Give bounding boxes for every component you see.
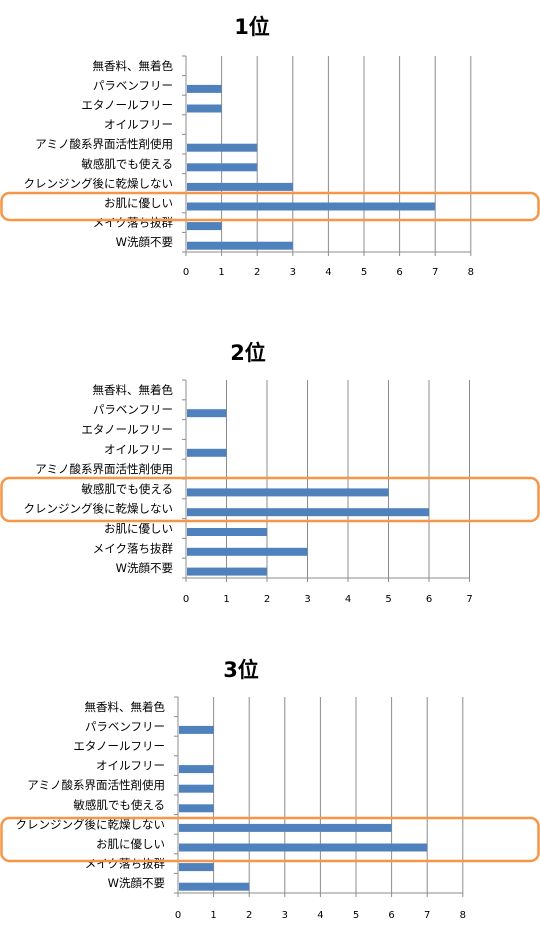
x-tick-label: 7 (424, 910, 430, 921)
bar (187, 222, 222, 231)
bar (187, 547, 308, 556)
category-label: エタノールフリー (73, 739, 165, 753)
category-label: アミノ酸系界面活性剤使用 (27, 778, 165, 792)
x-tick-label: 7 (466, 594, 472, 605)
bar (187, 182, 293, 191)
category-label: お肌に優しい (104, 522, 173, 536)
bar (179, 863, 214, 872)
category-label: メイク落ち抜群 (93, 541, 174, 555)
category-label: クレンジング後に乾燥しない (24, 176, 174, 190)
x-tick-label: 1 (223, 594, 229, 605)
category-label: エタノールフリー (81, 98, 173, 112)
category-label: 無香料、無着色 (85, 700, 166, 714)
x-tick-label: 0 (183, 594, 189, 605)
bar (179, 804, 214, 813)
category-label: W洗顔不要 (108, 876, 165, 890)
category-label: W洗顔不要 (116, 235, 173, 249)
x-tick-label: 6 (388, 910, 394, 921)
chart-title: 2位 (230, 341, 266, 365)
bar (187, 241, 293, 250)
category-label: クレンジング後に乾燥しない (16, 817, 166, 831)
category-label: 敏感肌でも使える (81, 157, 173, 171)
bar (187, 143, 258, 152)
x-tick-label: 2 (254, 267, 260, 278)
bar (187, 567, 267, 576)
category-label: オイルフリー (96, 759, 165, 773)
x-tick-label: 4 (325, 267, 331, 278)
category-label: パラベンフリー (93, 78, 173, 92)
category-label: 無香料、無着色 (93, 383, 174, 397)
x-tick-label: 5 (361, 267, 367, 278)
x-tick-label: 6 (426, 594, 432, 605)
category-label: エタノールフリー (81, 423, 173, 437)
x-tick-label: 4 (317, 910, 323, 921)
x-tick-label: 1 (218, 267, 224, 278)
x-tick-label: 5 (353, 910, 359, 921)
category-label: 敏感肌でも使える (81, 482, 173, 496)
x-tick-label: 3 (290, 267, 296, 278)
x-tick-label: 6 (396, 267, 402, 278)
x-tick-label: 3 (304, 594, 310, 605)
x-tick-label: 4 (345, 594, 351, 605)
bar (187, 104, 222, 113)
bar (179, 823, 392, 832)
bar (187, 409, 227, 418)
x-tick-label: 3 (282, 910, 288, 921)
x-tick-label: 2 (264, 594, 270, 605)
x-tick-label: 8 (468, 267, 474, 278)
bar (179, 882, 250, 891)
bar-chart-2: 2位 0 1 2 3 4 5 6 7 無香料、無着色パラベンフリーエタノールフリーオイルフリーアミ… (0, 341, 540, 605)
bar (179, 784, 214, 793)
bar-chart-1: 1位 0 1 2 3 4 5 6 7 8 無香料、無着色パラベンフリーエタノールフリーオイルフリーア… (0, 15, 540, 278)
category-label: アミノ酸系界面活性剤使用 (35, 462, 173, 476)
category-label: お肌に優しい (104, 196, 173, 210)
highlight-box (0, 191, 540, 222)
x-tick-label: 7 (432, 267, 438, 278)
highlight-box (0, 816, 540, 863)
bar (179, 725, 214, 734)
category-label: パラベンフリー (85, 719, 165, 733)
category-label: パラベンフリー (93, 403, 173, 417)
bar (187, 84, 222, 93)
x-tick-label: 0 (175, 910, 181, 921)
category-label: メイク落ち抜群 (85, 857, 166, 871)
bar (179, 765, 214, 774)
bar (187, 508, 429, 517)
chart-panel-2: 2位 0 1 2 3 4 5 6 7 無香料、無着色 パラベンフリーエタノールフリーオイルフリーアミ… (0, 341, 540, 605)
chart-panel-1: 1位 0 1 2 3 4 5 6 7 8 無香料、無着色 パラベンフリーエタノールフリーオイルフリーア… (0, 0, 540, 300)
x-tick-label: 0 (183, 267, 189, 278)
chart-title: 1位 (234, 15, 270, 39)
category-label: お肌に優しい (96, 837, 165, 851)
bar (187, 202, 436, 211)
chart-title: 3位 (223, 658, 259, 682)
bar (187, 163, 258, 172)
category-label: オイルフリー (104, 442, 173, 456)
x-tick-label: 2 (246, 910, 252, 921)
category-label: オイルフリー (104, 118, 173, 132)
category-label: 無香料、無着色 (93, 59, 174, 73)
x-tick-label: 5 (385, 594, 391, 605)
bar (187, 448, 227, 457)
bar (187, 488, 389, 497)
category-label: W洗顔不要 (116, 561, 173, 575)
x-tick-label: 1 (210, 910, 216, 921)
highlight-box (0, 476, 540, 523)
category-label: アミノ酸系界面活性剤使用 (35, 137, 173, 151)
x-tick-label: 8 (460, 910, 466, 921)
category-label: 敏感肌でも使える (73, 798, 165, 812)
bar (179, 843, 428, 852)
category-label: クレンジング後に乾燥しない (24, 502, 174, 516)
bar (187, 528, 267, 536)
